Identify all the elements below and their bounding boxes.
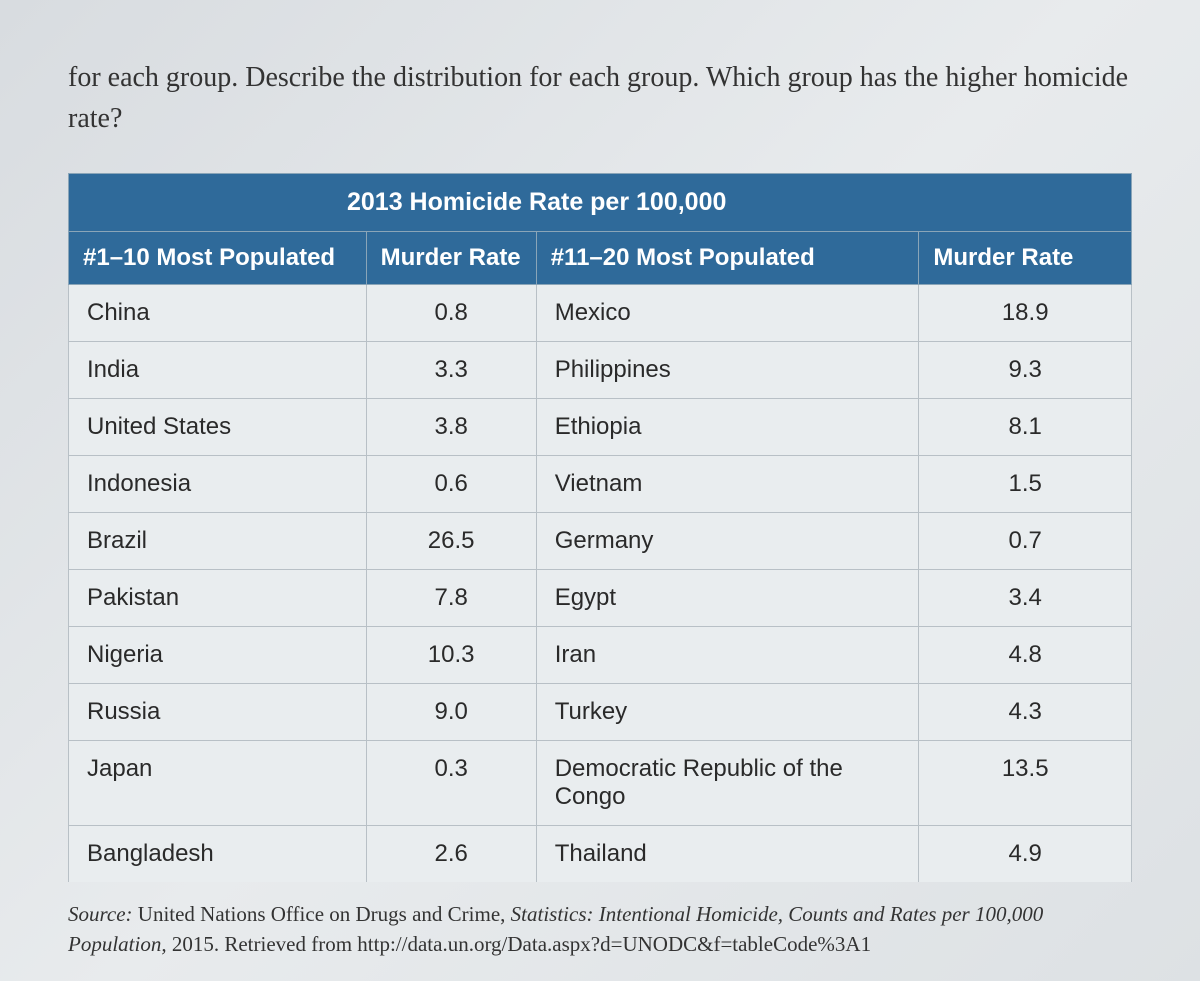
table-row: Brazil 26.5 Germany 0.7 — [69, 513, 1132, 570]
table-row: China 0.8 Mexico 18.9 — [69, 285, 1132, 342]
country-1-cell: Bangladesh — [69, 826, 367, 883]
source-label: Source: — [68, 902, 133, 926]
country-1-cell: India — [69, 342, 367, 399]
country-1-cell: China — [69, 285, 367, 342]
table-row: Japan 0.3 Democratic Republic of the Con… — [69, 741, 1132, 826]
rate-1-cell: 0.3 — [366, 741, 536, 826]
table-row: Nigeria 10.3 Iran 4.8 — [69, 627, 1132, 684]
rate-2-cell: 4.3 — [919, 684, 1132, 741]
rate-2-cell: 3.4 — [919, 570, 1132, 627]
col-header-group2: #11–20 Most Populated — [536, 232, 919, 285]
table-header-row: #1–10 Most Populated Murder Rate #11–20 … — [69, 232, 1132, 285]
rate-1-cell: 7.8 — [366, 570, 536, 627]
table-row: United States 3.8 Ethiopia 8.1 — [69, 399, 1132, 456]
col-header-rate2: Murder Rate — [919, 232, 1132, 285]
rate-2-cell: 4.8 — [919, 627, 1132, 684]
rate-2-cell: 1.5 — [919, 456, 1132, 513]
rate-1-cell: 26.5 — [366, 513, 536, 570]
table-body: China 0.8 Mexico 18.9 India 3.3 Philippi… — [69, 285, 1132, 883]
rate-1-cell: 3.3 — [366, 342, 536, 399]
table-row: Indonesia 0.6 Vietnam 1.5 — [69, 456, 1132, 513]
table-row: Russia 9.0 Turkey 4.3 — [69, 684, 1132, 741]
country-1-cell: Japan — [69, 741, 367, 826]
page: for each group. Describe the distributio… — [0, 0, 1200, 981]
question-text: for each group. Describe the distributio… — [68, 58, 1132, 139]
rate-1-cell: 9.0 — [366, 684, 536, 741]
country-2-cell: Ethiopia — [536, 399, 919, 456]
table-title: 2013 Homicide Rate per 100,000 — [77, 188, 1123, 217]
col-header-rate1: Murder Rate — [366, 232, 536, 285]
table-row: Pakistan 7.8 Egypt 3.4 — [69, 570, 1132, 627]
rate-1-cell: 0.8 — [366, 285, 536, 342]
country-2-cell: Turkey — [536, 684, 919, 741]
country-2-cell: Democratic Republic of the Congo — [536, 741, 919, 826]
table-row: India 3.3 Philippines 9.3 — [69, 342, 1132, 399]
rate-2-cell: 9.3 — [919, 342, 1132, 399]
country-1-cell: Russia — [69, 684, 367, 741]
country-2-cell: Vietnam — [536, 456, 919, 513]
homicide-table: 2013 Homicide Rate per 100,000 #1–10 Mos… — [68, 173, 1132, 882]
rate-2-cell: 18.9 — [919, 285, 1132, 342]
source-text-1: United Nations Office on Drugs and Crime… — [133, 902, 511, 926]
country-2-cell: Iran — [536, 627, 919, 684]
country-2-cell: Philippines — [536, 342, 919, 399]
rate-2-cell: 8.1 — [919, 399, 1132, 456]
rate-1-cell: 10.3 — [366, 627, 536, 684]
rate-1-cell: 0.6 — [366, 456, 536, 513]
table-title-row: 2013 Homicide Rate per 100,000 — [69, 174, 1132, 232]
country-1-cell: Pakistan — [69, 570, 367, 627]
country-2-cell: Egypt — [536, 570, 919, 627]
country-1-cell: Nigeria — [69, 627, 367, 684]
country-2-cell: Mexico — [536, 285, 919, 342]
rate-2-cell: 4.9 — [919, 826, 1132, 883]
rate-2-cell: 0.7 — [919, 513, 1132, 570]
rate-2-cell: 13.5 — [919, 741, 1132, 826]
rate-1-cell: 3.8 — [366, 399, 536, 456]
rate-1-cell: 2.6 — [366, 826, 536, 883]
col-header-group1: #1–10 Most Populated — [69, 232, 367, 285]
country-2-cell: Thailand — [536, 826, 919, 883]
country-1-cell: United States — [69, 399, 367, 456]
table-title-cell: 2013 Homicide Rate per 100,000 — [69, 174, 1132, 232]
country-1-cell: Indonesia — [69, 456, 367, 513]
country-2-cell: Germany — [536, 513, 919, 570]
source-text-2: 2015. Retrieved from http://data.un.org/… — [167, 932, 871, 956]
country-1-cell: Brazil — [69, 513, 367, 570]
table-row: Bangladesh 2.6 Thailand 4.9 — [69, 826, 1132, 883]
source-citation: Source: United Nations Office on Drugs a… — [68, 900, 1132, 959]
